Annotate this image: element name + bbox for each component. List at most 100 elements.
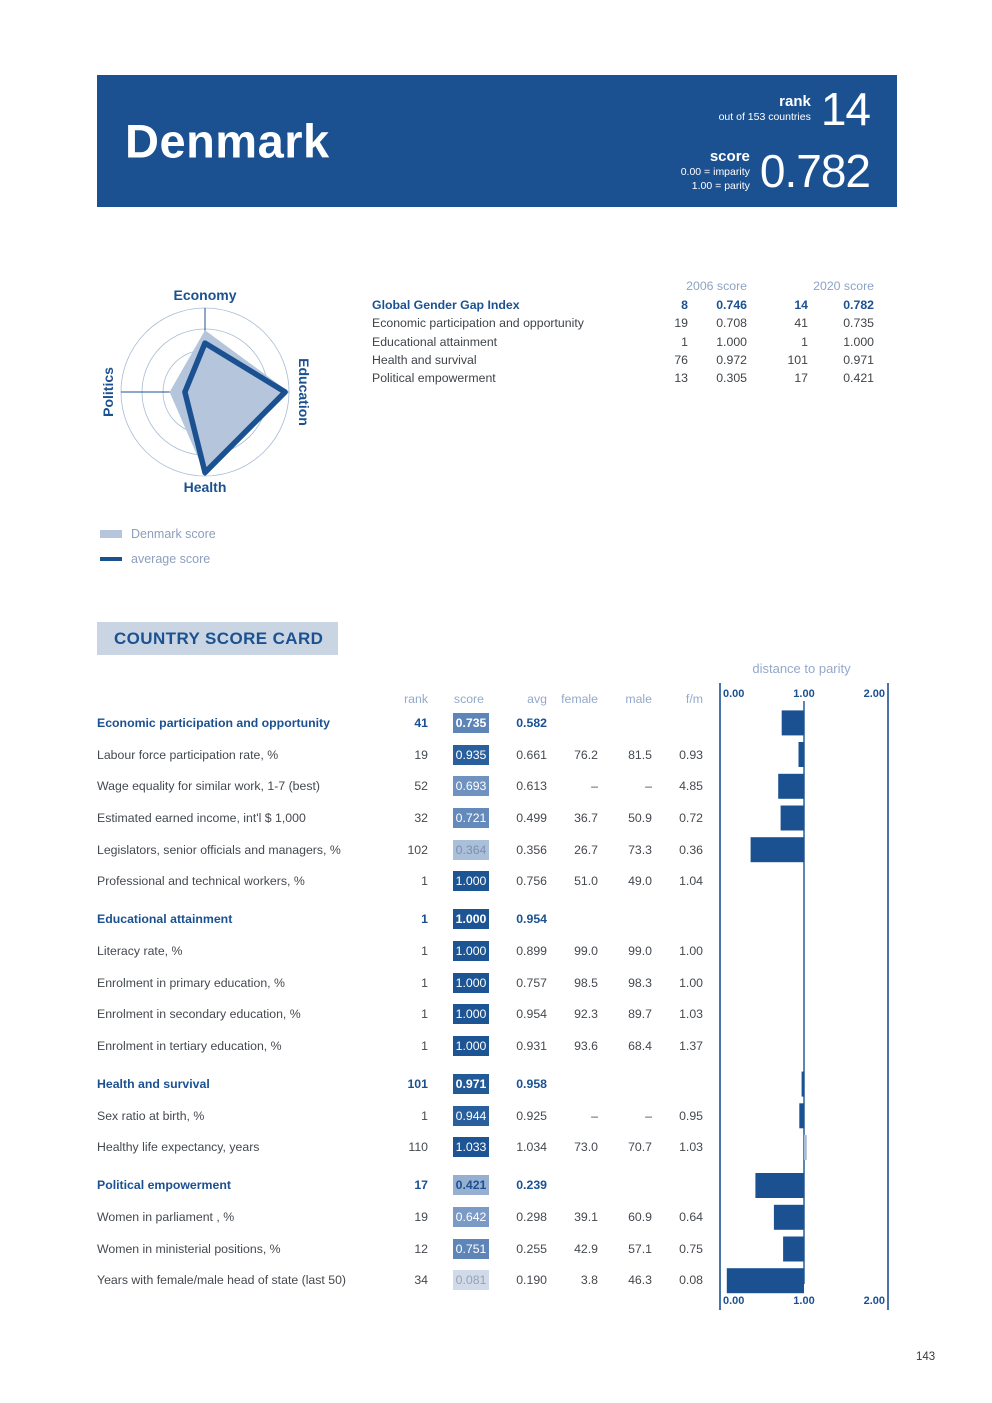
scorecard-female: 99.0 (574, 943, 598, 958)
index-score-2006: 0.746 (716, 298, 747, 312)
distance-to-parity-title: distance to parity (752, 661, 851, 676)
index-score-2020: 0.782 (843, 298, 874, 312)
scorecard-row-label: Women in ministerial positions, % (97, 1241, 281, 1256)
scorecard-row-label: Political empowerment (97, 1178, 231, 1193)
scorecard-score-cell: 0.944 (428, 1105, 489, 1126)
scorecard-avg: 0.757 (516, 975, 547, 990)
scorecard-fm: 1.03 (679, 1007, 703, 1022)
scorecard-row-label: Professional and technical workers, % (97, 874, 305, 889)
column-header-rank: rank (404, 692, 428, 706)
column-header-fm: f/m (685, 692, 703, 706)
scorecard-rows: Economic participation and opportunity 41… (97, 707, 717, 1296)
scorecard-male: – (645, 1108, 652, 1123)
parity-bar (778, 773, 804, 799)
tick-top-1: 1.00 (793, 688, 814, 700)
scorecard-score-box: 1.000 (453, 1004, 489, 1025)
scorecard-female: 76.2 (574, 747, 598, 762)
scorecard-column-headers: rank score avg female male f/m (97, 683, 717, 707)
radar-average-polygon (182, 340, 288, 476)
scorecard-score-box: 0.693 (453, 776, 489, 797)
scorecard-fm: 0.75 (679, 1241, 703, 1256)
index-rank-2020: 41 (794, 316, 808, 331)
scorecard-score-box: 0.971 (453, 1074, 489, 1094)
scorecard-row-label: Years with female/male head of state (la… (97, 1273, 347, 1288)
scorecard-row: Enrolment in tertiary education, % 1 1.000… (97, 1030, 717, 1062)
index-summary-table: 2006 score 2020 score Global Gender Gap … (372, 279, 874, 389)
scorecard-male: 68.4 (628, 1039, 652, 1054)
average-score-swatch (100, 557, 122, 561)
scorecard-score-cell: 0.081 (428, 1270, 489, 1291)
scorecard-rank: 19 (414, 747, 428, 762)
scorecard-score-box: 0.735 (453, 712, 489, 733)
scorecard-avg: 0.298 (516, 1210, 547, 1225)
radar-axis-politics: Politics (100, 367, 116, 417)
index-table-rows: Global Gender Gap Index 8 0.746 14 0.782 Econ… (372, 298, 874, 389)
scorecard-avg: 0.239 (516, 1178, 547, 1193)
scorecard-female: 73.0 (574, 1140, 598, 1155)
scorecard-score-cell: 0.735 (428, 712, 489, 733)
scorecard-fm: 4.85 (679, 779, 703, 794)
index-rank-2020: 17 (794, 371, 808, 386)
parity-bar (799, 1103, 804, 1129)
tick-top-0: 0.00 (723, 688, 744, 700)
scorecard-score-box: 0.935 (453, 744, 489, 765)
score-scale-imparity: 0.00 = imparity (680, 166, 750, 179)
scorecard-rank: 19 (414, 1210, 428, 1225)
scorecard-avg: 0.255 (516, 1241, 547, 1256)
header-stats: rank out of 153 countries 14 score 0.00 … (680, 83, 871, 194)
scorecard-avg: 1.034 (516, 1140, 547, 1155)
denmark-score-swatch (100, 530, 122, 538)
scorecard-row: Political empowerment 17 0.421 0.239 (97, 1170, 717, 1202)
scorecard-score-box: 0.421 (453, 1175, 489, 1196)
scorecard-avg: 0.958 (516, 1077, 547, 1091)
parity-bar (726, 1268, 804, 1294)
scorecard-row-label: Educational attainment (97, 912, 233, 927)
scorecard-male: 73.3 (628, 842, 652, 857)
scorecard-male: 98.3 (628, 975, 652, 990)
index-table-row: Economic participation and opportunity 19… (372, 316, 874, 334)
scorecard-row: Estimated earned income, int'l $ 1,000 32… (97, 802, 717, 834)
index-rank-2006: 8 (681, 298, 688, 312)
scorecard-row: Professional and technical workers, % 1 1.… (97, 865, 717, 897)
page-number: 143 (916, 1351, 936, 1363)
rank-value: 14 (820, 83, 871, 135)
scorecard-fm: 0.93 (679, 747, 703, 762)
index-score-2020: 0.421 (843, 371, 874, 386)
scorecard-fm: 1.03 (679, 1140, 703, 1155)
scorecard-avg: 0.582 (516, 715, 547, 730)
scorecard-avg: 0.931 (516, 1039, 547, 1054)
scorecard-rank: 1 (421, 975, 428, 990)
scorecard-score-cell: 1.000 (428, 1004, 489, 1025)
scorecard-score-box: 0.944 (453, 1105, 489, 1126)
scorecard-row: Legislators, senior officials and manage… (97, 834, 717, 866)
scorecard-rank: 1 (421, 1007, 428, 1022)
index-rank-2006: 76 (674, 352, 688, 367)
index-row-label: Educational attainment (372, 334, 498, 349)
index-rank-2006: 13 (674, 371, 688, 386)
scorecard-rank: 32 (414, 810, 428, 825)
scorecard-row: Women in ministerial positions, % 12 0.751… (97, 1233, 717, 1265)
rank-subtitle: out of 153 countries (718, 111, 811, 124)
scorecard-male: 49.0 (628, 874, 652, 889)
scorecard-score-box: 1.000 (453, 972, 489, 993)
radar-axis-education: Education (296, 358, 312, 426)
scorecard-score-box: 1.000 (453, 909, 489, 930)
scorecard-row-label: Labour force participation rate, % (97, 747, 279, 762)
scorecard-row: Literacy rate, % 1 1.000 0.899 99.0 99.0 1.00 (97, 935, 717, 967)
scorecard-score-cell: 0.971 (428, 1074, 489, 1094)
scorecard-row: Health and survival 101 0.971 0.958 (97, 1068, 717, 1100)
parity-bar (798, 742, 804, 767)
scorecard-row-label: Estimated earned income, int'l $ 1,000 (97, 810, 306, 825)
scorecard-score-cell: 1.000 (428, 909, 489, 930)
scorecard-score-cell: 0.721 (428, 807, 489, 828)
scorecard-female: 93.6 (574, 1039, 598, 1054)
index-rank-2020: 1 (801, 334, 808, 349)
index-score-2006: 0.305 (716, 371, 747, 386)
tick-bottom-2: 2.00 (864, 1295, 885, 1307)
scorecard-rank: 1 (421, 943, 428, 958)
scorecard-male: 70.7 (628, 1140, 652, 1155)
scorecard-score-box: 0.642 (453, 1207, 489, 1228)
parity-bar (781, 710, 804, 736)
scorecard-avg: 0.661 (516, 747, 547, 762)
scorecard-score-box: 0.364 (453, 839, 489, 860)
